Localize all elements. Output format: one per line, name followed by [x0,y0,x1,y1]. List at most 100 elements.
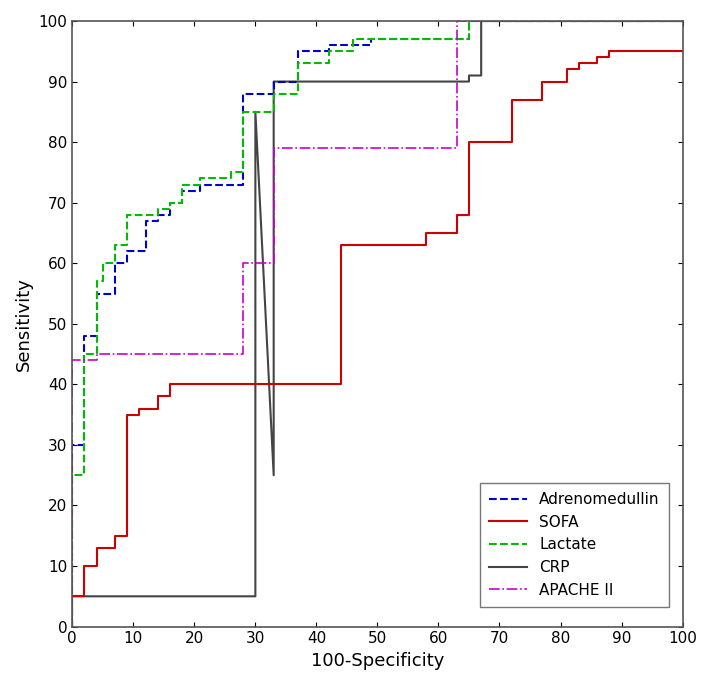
SOFA [550,77,559,86]
SOFA [80,593,89,601]
Adrenomedullin [349,41,357,49]
Adrenomedullin [197,180,205,188]
SOFA [575,60,583,68]
Adrenomedullin [239,90,248,98]
APACHE II [269,259,278,267]
Adrenomedullin [337,41,345,49]
Adrenomedullin [294,47,303,55]
APACHE II [93,356,101,364]
CRP [477,71,486,79]
Adrenomedullin [294,77,303,86]
SOFA [508,138,516,146]
Adrenomedullin [221,180,229,188]
Adrenomedullin [93,289,101,297]
SOFA [93,544,101,552]
SOFA [465,211,473,219]
SOFA [624,47,632,55]
Lactate [538,17,547,25]
SOFA [422,241,431,249]
APACHE II [453,144,461,152]
Lactate [166,205,174,213]
SOFA [80,562,89,570]
Line: Lactate: Lactate [73,21,683,627]
SOFA [154,404,162,412]
Adrenomedullin [111,289,120,297]
Line: Adrenomedullin: Adrenomedullin [73,21,683,627]
SOFA [312,380,320,388]
SOFA [605,53,614,62]
SOFA [648,47,656,55]
Adrenomedullin [80,441,89,449]
APACHE II [68,623,77,631]
SOFA [562,77,571,86]
Y-axis label: Sensitivity: Sensitivity [15,277,33,371]
Legend: Adrenomedullin, SOFA, Lactate, CRP, APACHE II: Adrenomedullin, SOFA, Lactate, CRP, APAC… [480,483,669,607]
SOFA [562,65,571,73]
Adrenomedullin [453,35,461,43]
SOFA [648,47,656,55]
SOFA [593,60,602,68]
Adrenomedullin [111,259,120,267]
Adrenomedullin [154,216,162,225]
SOFA [135,404,144,412]
CRP [477,17,486,25]
Adrenomedullin [337,41,345,49]
SOFA [123,532,132,540]
Adrenomedullin [679,17,687,25]
APACHE II [68,356,77,364]
Line: CRP: CRP [73,21,683,597]
Adrenomedullin [123,247,132,256]
SOFA [679,47,687,55]
X-axis label: 100-Specificity: 100-Specificity [310,652,444,670]
Adrenomedullin [68,623,77,631]
SOFA [111,544,120,552]
Adrenomedullin [349,41,357,49]
Adrenomedullin [197,186,205,195]
Adrenomedullin [123,259,132,267]
Adrenomedullin [154,211,162,219]
Adrenomedullin [465,17,473,25]
Adrenomedullin [80,332,89,340]
Lactate [679,17,687,25]
Adrenomedullin [269,77,278,86]
SOFA [184,380,192,388]
Adrenomedullin [453,35,461,43]
Line: SOFA: SOFA [73,51,683,627]
Lactate [349,47,357,55]
Adrenomedullin [141,247,150,256]
APACHE II [453,17,461,25]
Lactate [68,623,77,631]
SOFA [154,393,162,401]
SOFA [465,138,473,146]
SOFA [135,410,144,419]
CRP [251,108,260,116]
SOFA [593,53,602,62]
APACHE II [239,259,248,267]
SOFA [624,47,632,55]
CRP [465,71,473,79]
SOFA [68,593,77,601]
Lactate [123,211,132,219]
APACHE II [269,144,278,152]
Adrenomedullin [166,211,174,219]
Adrenomedullin [178,199,187,207]
SOFA [166,393,174,401]
Adrenomedullin [166,199,174,207]
SOFA [337,241,345,249]
Adrenomedullin [325,41,333,49]
Lactate [465,17,473,25]
Line: APACHE II: APACHE II [73,21,683,627]
CRP [251,593,260,601]
SOFA [111,532,120,540]
Adrenomedullin [269,90,278,98]
Adrenomedullin [465,35,473,43]
Adrenomedullin [98,289,107,297]
SOFA [184,380,192,388]
SOFA [93,562,101,570]
Adrenomedullin [93,332,101,340]
CRP [251,593,260,601]
SOFA [453,211,461,219]
APACHE II [679,17,687,25]
SOFA [166,380,174,388]
APACHE II [465,17,473,25]
